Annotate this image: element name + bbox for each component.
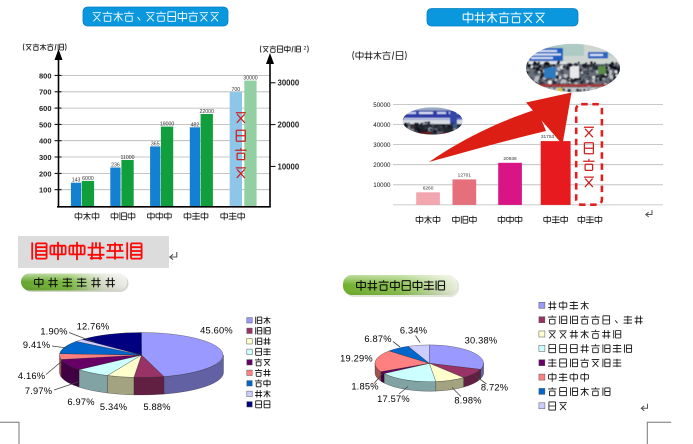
svg-text:8.98%: 8.98% <box>454 396 481 406</box>
svg-text:17.57%: 17.57% <box>377 394 410 404</box>
svg-text:19000: 19000 <box>160 122 175 128</box>
svg-text:1.85%: 1.85% <box>351 382 378 392</box>
svg-text:12701: 12701 <box>458 172 472 178</box>
svg-text:40000: 40000 <box>373 122 391 129</box>
svg-text:1.90%: 1.90% <box>40 327 67 337</box>
svg-text:700: 700 <box>232 87 241 93</box>
svg-text:12.76%: 12.76% <box>77 322 110 332</box>
svg-text:5.34%: 5.34% <box>100 402 127 412</box>
svg-text:6.87%: 6.87% <box>364 334 391 344</box>
svg-text:30000: 30000 <box>278 79 300 88</box>
svg-text:10000: 10000 <box>278 162 300 171</box>
svg-text:30.38%: 30.38% <box>465 336 498 346</box>
svg-text:22000: 22000 <box>200 109 215 115</box>
svg-text:700: 700 <box>39 88 52 97</box>
svg-text:20000: 20000 <box>278 121 300 130</box>
svg-text:19.29%: 19.29% <box>340 354 373 364</box>
svg-text:236: 236 <box>111 162 120 168</box>
svg-text:4.16%: 4.16% <box>18 371 45 381</box>
svg-text:800: 800 <box>39 71 52 80</box>
svg-text:600: 600 <box>39 104 52 113</box>
svg-text:365: 365 <box>151 141 160 147</box>
svg-text:30000: 30000 <box>243 76 258 82</box>
svg-text:45.60%: 45.60% <box>200 326 233 336</box>
svg-text:6260: 6260 <box>423 185 434 191</box>
svg-text:500: 500 <box>39 120 52 129</box>
svg-text:31753: 31753 <box>541 134 555 140</box>
svg-text:6.34%: 6.34% <box>400 326 427 336</box>
svg-text:7.97%: 7.97% <box>25 386 52 396</box>
svg-text:482: 482 <box>191 122 200 128</box>
svg-text:11000: 11000 <box>121 155 135 161</box>
svg-text:100: 100 <box>39 186 52 195</box>
svg-text:200: 200 <box>39 169 52 178</box>
svg-text:400: 400 <box>39 137 52 146</box>
svg-text:143: 143 <box>72 178 81 184</box>
svg-text:50000: 50000 <box>373 102 391 109</box>
svg-text:6000: 6000 <box>82 176 94 182</box>
svg-text:30000: 30000 <box>373 142 391 149</box>
svg-text:2: 2 <box>304 46 307 52</box>
svg-text:5.88%: 5.88% <box>143 402 170 412</box>
svg-text:9.41%: 9.41% <box>23 340 50 350</box>
svg-text:20000: 20000 <box>373 162 391 169</box>
svg-text:8.72%: 8.72% <box>481 383 508 393</box>
svg-text:300: 300 <box>39 153 52 162</box>
svg-text:6.97%: 6.97% <box>67 397 94 407</box>
svg-text:10000: 10000 <box>373 182 391 189</box>
svg-text:20936: 20936 <box>503 156 517 162</box>
